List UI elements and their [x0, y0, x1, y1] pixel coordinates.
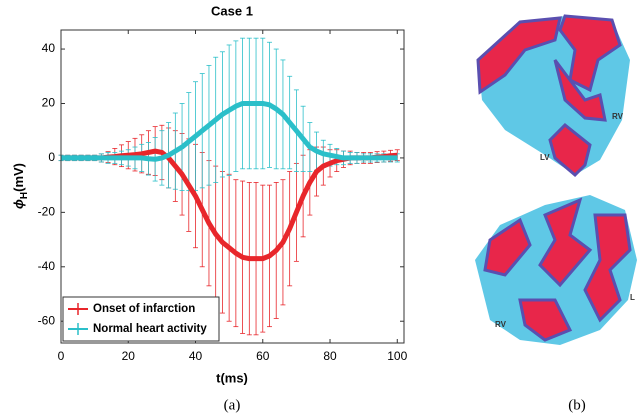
plot-frame — [60, 29, 405, 344]
heart-label: LV — [540, 153, 550, 162]
x-tick-label: 60 — [256, 349, 270, 363]
y-tick-label: 0 — [48, 150, 55, 164]
legend-label: Onset of infarction — [93, 303, 195, 315]
heart-region — [476, 16, 562, 95]
x-axis-label: t(ms) — [216, 370, 248, 385]
x-tick-label: 20 — [122, 349, 136, 363]
y-label-symbol: ϕ — [11, 199, 26, 209]
x-tick-label: 80 — [323, 349, 337, 363]
y-tick-label: -60 — [38, 313, 56, 327]
x-tick-label: 0 — [58, 349, 65, 363]
heart-label: L — [630, 293, 635, 302]
heart-region — [558, 14, 622, 93]
heart-top: RV LV — [476, 14, 630, 178]
series-line — [61, 100, 398, 162]
heart-region — [538, 197, 593, 288]
y-label-subscript: H — [19, 192, 30, 199]
chart-title: Case 1 — [211, 3, 253, 18]
y-tick-label: 20 — [42, 96, 56, 110]
plot-area — [61, 30, 404, 343]
legend-label: Normal heart activity — [93, 323, 207, 335]
y-axis-label: ϕH(mV) — [11, 163, 29, 209]
legend-box — [62, 296, 220, 342]
panel-label: (a) — [224, 397, 241, 413]
y-tick-label: 40 — [42, 41, 56, 55]
heart-region — [518, 298, 573, 342]
y-tick-label: -40 — [38, 259, 56, 273]
heart-region — [553, 59, 607, 122]
heart-region — [483, 217, 532, 277]
heart-label: RV — [612, 112, 624, 121]
x-tick-label: 40 — [189, 349, 203, 363]
x-tick-label: 100 — [387, 349, 407, 363]
panel-label: (b) — [568, 397, 586, 413]
y-label-unit: (mV) — [11, 163, 26, 192]
heart-region — [548, 122, 592, 178]
heart-label: RV — [495, 320, 507, 329]
y-tick-label: -20 — [38, 205, 56, 219]
heart-bottom: RV L — [475, 195, 637, 345]
heart-region — [583, 213, 632, 323]
